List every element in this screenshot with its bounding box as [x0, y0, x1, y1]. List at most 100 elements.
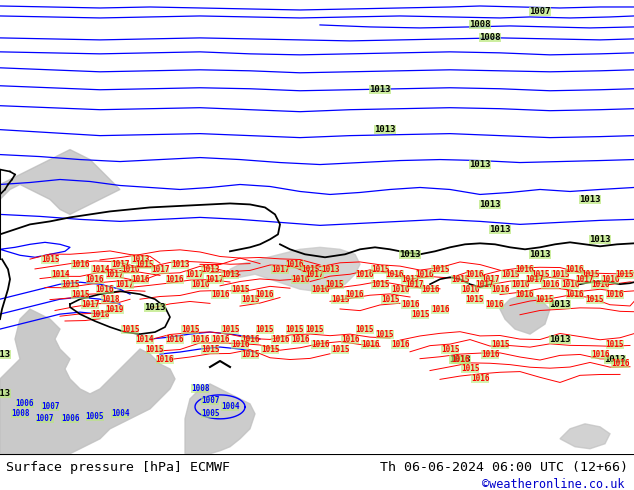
Text: 1015: 1015 — [136, 260, 154, 269]
Text: 1016: 1016 — [311, 285, 329, 294]
Text: 1015: 1015 — [241, 294, 259, 304]
Text: 013: 013 — [0, 390, 11, 398]
Text: 1016: 1016 — [231, 340, 249, 348]
Text: 1014: 1014 — [91, 265, 109, 274]
Polygon shape — [560, 424, 610, 449]
Text: 1017: 1017 — [306, 270, 324, 279]
Text: 1007: 1007 — [529, 7, 551, 17]
Text: 1018: 1018 — [91, 310, 109, 318]
Text: 1013: 1013 — [529, 250, 551, 259]
Text: 1018: 1018 — [101, 294, 119, 304]
Text: 1017: 1017 — [186, 270, 204, 279]
Text: 1016: 1016 — [451, 354, 469, 364]
Text: 1015: 1015 — [331, 294, 349, 304]
Text: 1013: 1013 — [321, 265, 339, 274]
Text: 1013: 1013 — [450, 354, 471, 364]
Text: 1016: 1016 — [611, 360, 630, 368]
Text: 1016: 1016 — [356, 270, 374, 279]
Text: 1016: 1016 — [605, 290, 624, 299]
Text: 1008: 1008 — [479, 33, 501, 43]
Text: 1017: 1017 — [151, 265, 169, 274]
Text: 1016: 1016 — [560, 280, 579, 289]
Text: 1008: 1008 — [469, 21, 491, 29]
Text: 1015: 1015 — [586, 294, 604, 304]
Text: 1007: 1007 — [41, 402, 59, 412]
Text: 1016: 1016 — [601, 275, 619, 284]
Text: 1015: 1015 — [605, 340, 624, 348]
Text: 1014: 1014 — [51, 270, 69, 279]
Text: 1016: 1016 — [466, 270, 484, 279]
Text: 1004: 1004 — [111, 409, 129, 418]
Text: 1015: 1015 — [531, 270, 549, 279]
Polygon shape — [230, 247, 360, 291]
Text: 1016: 1016 — [391, 340, 410, 348]
Text: 1004: 1004 — [221, 402, 239, 412]
Text: Surface pressure [hPa] ECMWF: Surface pressure [hPa] ECMWF — [6, 461, 230, 474]
Text: 1013: 1013 — [489, 225, 511, 234]
Text: 1016: 1016 — [401, 300, 419, 309]
Text: 1016: 1016 — [311, 340, 329, 348]
Text: 1016: 1016 — [391, 285, 410, 294]
Text: ©weatheronline.co.uk: ©weatheronline.co.uk — [482, 478, 624, 490]
Text: 1017: 1017 — [81, 300, 100, 309]
Text: 1015: 1015 — [41, 255, 59, 264]
Text: 1007: 1007 — [36, 415, 55, 423]
Text: 1016: 1016 — [191, 280, 209, 289]
Text: 1016: 1016 — [241, 335, 259, 343]
Text: 1006: 1006 — [16, 399, 34, 408]
Text: 1016: 1016 — [486, 300, 504, 309]
Text: 1017: 1017 — [271, 265, 289, 274]
Text: 1015: 1015 — [306, 324, 324, 334]
Text: 1015: 1015 — [261, 344, 279, 353]
Text: 1015: 1015 — [181, 324, 199, 334]
Text: 1013: 1013 — [549, 335, 571, 343]
Text: 1015: 1015 — [371, 280, 389, 289]
Text: 1016: 1016 — [591, 349, 609, 359]
Text: 1016: 1016 — [361, 340, 379, 348]
Text: 1015: 1015 — [491, 340, 509, 348]
Text: 1015: 1015 — [231, 285, 249, 294]
Text: 1016: 1016 — [421, 285, 439, 294]
Text: 1017: 1017 — [401, 275, 419, 284]
Text: 1016: 1016 — [191, 335, 209, 343]
Text: 1016: 1016 — [491, 285, 509, 294]
Text: 1013: 1013 — [469, 160, 491, 169]
Text: 1005: 1005 — [86, 413, 104, 421]
Text: 1015: 1015 — [441, 344, 459, 353]
Text: 1013: 1013 — [201, 265, 219, 274]
Text: 1016: 1016 — [165, 335, 184, 343]
Text: 1016: 1016 — [86, 275, 104, 284]
Text: 013: 013 — [0, 349, 11, 359]
Text: 1013: 1013 — [399, 250, 421, 259]
Text: 1008: 1008 — [11, 409, 29, 418]
Text: 1017: 1017 — [206, 275, 224, 284]
Polygon shape — [500, 294, 550, 334]
Text: 1016: 1016 — [165, 275, 184, 284]
Text: 1013: 1013 — [579, 195, 601, 204]
Text: 1016: 1016 — [120, 265, 139, 274]
Text: 1015: 1015 — [301, 265, 320, 274]
Text: 1016: 1016 — [515, 290, 534, 299]
Text: 1017: 1017 — [111, 260, 129, 269]
Text: 1008: 1008 — [191, 385, 209, 393]
Text: 1017: 1017 — [526, 275, 544, 284]
Text: 1015: 1015 — [256, 324, 275, 334]
Text: 1015: 1015 — [331, 344, 349, 353]
Text: 1015: 1015 — [381, 294, 399, 304]
Text: 1015: 1015 — [551, 270, 569, 279]
Text: 1017: 1017 — [406, 280, 424, 289]
Text: 1016: 1016 — [210, 290, 230, 299]
Text: 1017: 1017 — [476, 280, 495, 289]
Text: 1016: 1016 — [416, 270, 434, 279]
Polygon shape — [0, 149, 120, 215]
Text: 1013: 1013 — [145, 303, 165, 312]
Text: 1016: 1016 — [481, 349, 499, 359]
Text: 1016: 1016 — [96, 285, 114, 294]
Text: 1016: 1016 — [511, 280, 529, 289]
Text: 1016: 1016 — [271, 335, 289, 343]
Text: 1016: 1016 — [291, 275, 309, 284]
Text: 1016: 1016 — [471, 374, 489, 384]
Text: 1005: 1005 — [201, 409, 219, 418]
Text: 1016: 1016 — [461, 285, 479, 294]
Text: 1015: 1015 — [451, 275, 469, 284]
